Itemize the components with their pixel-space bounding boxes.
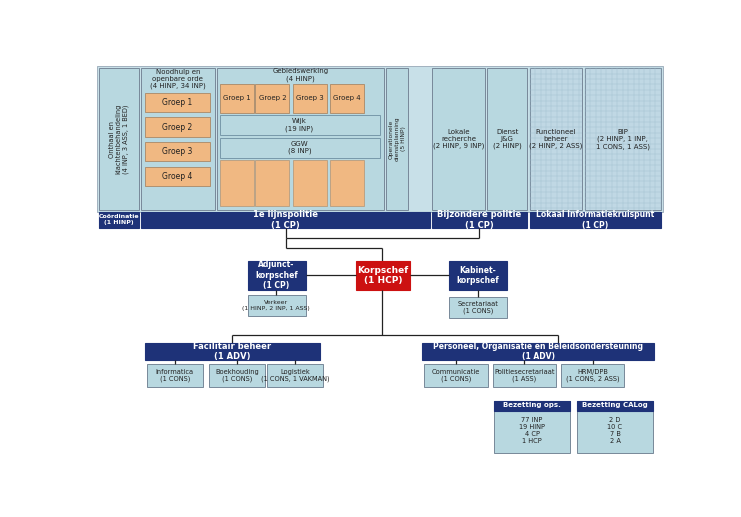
Text: Personeel, Organisatie en Beleidsondersteuning
(1 ADV): Personeel, Organisatie en Beleidsonderst… bbox=[433, 342, 643, 361]
FancyBboxPatch shape bbox=[220, 138, 380, 158]
FancyBboxPatch shape bbox=[530, 68, 582, 210]
FancyBboxPatch shape bbox=[247, 261, 306, 290]
Text: Noodhulp en
openbare orde
(4 HINP, 34 INP): Noodhulp en openbare orde (4 HINP, 34 IN… bbox=[150, 69, 206, 89]
FancyBboxPatch shape bbox=[142, 212, 430, 227]
FancyBboxPatch shape bbox=[422, 343, 654, 360]
FancyBboxPatch shape bbox=[147, 364, 203, 387]
Text: Bezetting ops.: Bezetting ops. bbox=[503, 402, 561, 408]
FancyBboxPatch shape bbox=[256, 84, 290, 113]
Text: Groep 4: Groep 4 bbox=[162, 172, 192, 181]
Text: Logistiek
(1 CONS, 1 VAKMAN): Logistiek (1 CONS, 1 VAKMAN) bbox=[261, 369, 329, 382]
Text: Functioneel
beheer
(2 HINP, 2 ASS): Functioneel beheer (2 HINP, 2 ASS) bbox=[529, 129, 582, 149]
FancyBboxPatch shape bbox=[99, 212, 139, 227]
Text: Wijk
(19 INP): Wijk (19 INP) bbox=[285, 118, 313, 132]
FancyBboxPatch shape bbox=[585, 68, 662, 210]
Text: Kabinet-
korpschef: Kabinet- korpschef bbox=[456, 266, 499, 285]
Text: Verkeer
(1 HINP, 2 INP, 1 ASS): Verkeer (1 HINP, 2 INP, 1 ASS) bbox=[242, 300, 310, 311]
FancyBboxPatch shape bbox=[293, 160, 327, 206]
FancyBboxPatch shape bbox=[425, 364, 488, 387]
FancyBboxPatch shape bbox=[220, 115, 380, 135]
FancyBboxPatch shape bbox=[145, 167, 210, 186]
Text: Groep 4: Groep 4 bbox=[333, 95, 361, 101]
FancyBboxPatch shape bbox=[449, 297, 508, 318]
Text: HRM/DPB
(1 CONS, 2 ASS): HRM/DPB (1 CONS, 2 ASS) bbox=[565, 369, 619, 382]
FancyBboxPatch shape bbox=[530, 212, 662, 227]
Text: Boekhouding
(1 CONS): Boekhouding (1 CONS) bbox=[215, 369, 259, 382]
FancyBboxPatch shape bbox=[561, 364, 624, 387]
Text: Informatica
(1 CONS): Informatica (1 CONS) bbox=[156, 369, 194, 382]
Text: GGW
(8 INP): GGW (8 INP) bbox=[288, 141, 311, 154]
Text: 77 INP
19 HINP
4 CP
1 HCP: 77 INP 19 HINP 4 CP 1 HCP bbox=[519, 417, 545, 445]
FancyBboxPatch shape bbox=[386, 68, 408, 210]
Text: Adjunct-
korpschef
(1 CP): Adjunct- korpschef (1 CP) bbox=[255, 261, 298, 290]
FancyBboxPatch shape bbox=[220, 84, 254, 113]
Text: Facilitair beheer
(1 ADV): Facilitair beheer (1 ADV) bbox=[193, 342, 271, 361]
Text: Politiesecretariaat
(1 ASS): Politiesecretariaat (1 ASS) bbox=[494, 369, 554, 382]
Text: Lokaal Informatiekruispunt
(1 CP): Lokaal Informatiekruispunt (1 CP) bbox=[536, 210, 655, 230]
FancyBboxPatch shape bbox=[145, 117, 210, 136]
FancyBboxPatch shape bbox=[330, 160, 364, 206]
FancyBboxPatch shape bbox=[145, 142, 210, 161]
FancyBboxPatch shape bbox=[577, 401, 653, 453]
FancyBboxPatch shape bbox=[145, 343, 319, 360]
Text: Operationele
dienstplanning
(5 HINP): Operationele dienstplanning (5 HINP) bbox=[389, 117, 405, 161]
Text: Secretariaat
(1 CONS): Secretariaat (1 CONS) bbox=[457, 301, 498, 314]
FancyBboxPatch shape bbox=[209, 364, 265, 387]
Text: 1e lijnspolitie
(1 CP): 1e lijnspolitie (1 CP) bbox=[253, 210, 318, 230]
Text: Groep 2: Groep 2 bbox=[259, 95, 286, 101]
FancyBboxPatch shape bbox=[449, 261, 508, 290]
Text: Bijzondere politie
(1 CP): Bijzondere politie (1 CP) bbox=[437, 210, 522, 230]
Text: Korpschef
(1 HCP): Korpschef (1 HCP) bbox=[358, 266, 409, 285]
Text: BIP
(2 HINP, 1 INP,
1 CONS, 1 ASS): BIP (2 HINP, 1 INP, 1 CONS, 1 ASS) bbox=[596, 129, 650, 149]
FancyBboxPatch shape bbox=[493, 364, 556, 387]
Text: Dienst
J&G
(2 HINP): Dienst J&G (2 HINP) bbox=[493, 129, 522, 149]
FancyBboxPatch shape bbox=[142, 68, 215, 210]
FancyBboxPatch shape bbox=[432, 68, 485, 210]
FancyBboxPatch shape bbox=[217, 68, 384, 210]
Text: Groep 2: Groep 2 bbox=[162, 123, 192, 132]
Text: Groep 3: Groep 3 bbox=[296, 95, 324, 101]
Text: Groep 3: Groep 3 bbox=[162, 147, 192, 156]
FancyBboxPatch shape bbox=[220, 160, 254, 206]
FancyBboxPatch shape bbox=[494, 401, 570, 453]
Text: Communicatie
(1 CONS): Communicatie (1 CONS) bbox=[432, 369, 480, 382]
FancyBboxPatch shape bbox=[267, 364, 323, 387]
FancyBboxPatch shape bbox=[330, 84, 364, 113]
Text: Lokale
recherche
(2 HINP, 9 INP): Lokale recherche (2 HINP, 9 INP) bbox=[433, 129, 484, 149]
FancyBboxPatch shape bbox=[577, 401, 653, 411]
FancyBboxPatch shape bbox=[487, 68, 528, 210]
Text: Gebiedswerking
(4 HINP): Gebiedswerking (4 HINP) bbox=[272, 68, 328, 82]
FancyBboxPatch shape bbox=[494, 401, 570, 411]
Text: Groep 1: Groep 1 bbox=[223, 95, 250, 101]
Text: Bezetting CALog: Bezetting CALog bbox=[582, 402, 648, 408]
FancyBboxPatch shape bbox=[432, 212, 528, 227]
FancyBboxPatch shape bbox=[247, 295, 306, 316]
Text: 2 D
10 C
7 B
2 A: 2 D 10 C 7 B 2 A bbox=[608, 417, 622, 445]
Text: Groep 1: Groep 1 bbox=[162, 98, 192, 107]
FancyBboxPatch shape bbox=[99, 68, 139, 210]
Text: Coördinatie
(1 HINP): Coördinatie (1 HINP) bbox=[99, 215, 139, 225]
FancyBboxPatch shape bbox=[293, 84, 327, 113]
Text: Onthaal en
klachtenbehandeling
(4 INP, 3 ASS, 1 BED): Onthaal en klachtenbehandeling (4 INP, 3… bbox=[109, 104, 129, 174]
FancyBboxPatch shape bbox=[256, 160, 290, 206]
FancyBboxPatch shape bbox=[96, 66, 663, 212]
FancyBboxPatch shape bbox=[145, 93, 210, 112]
FancyBboxPatch shape bbox=[356, 261, 411, 290]
